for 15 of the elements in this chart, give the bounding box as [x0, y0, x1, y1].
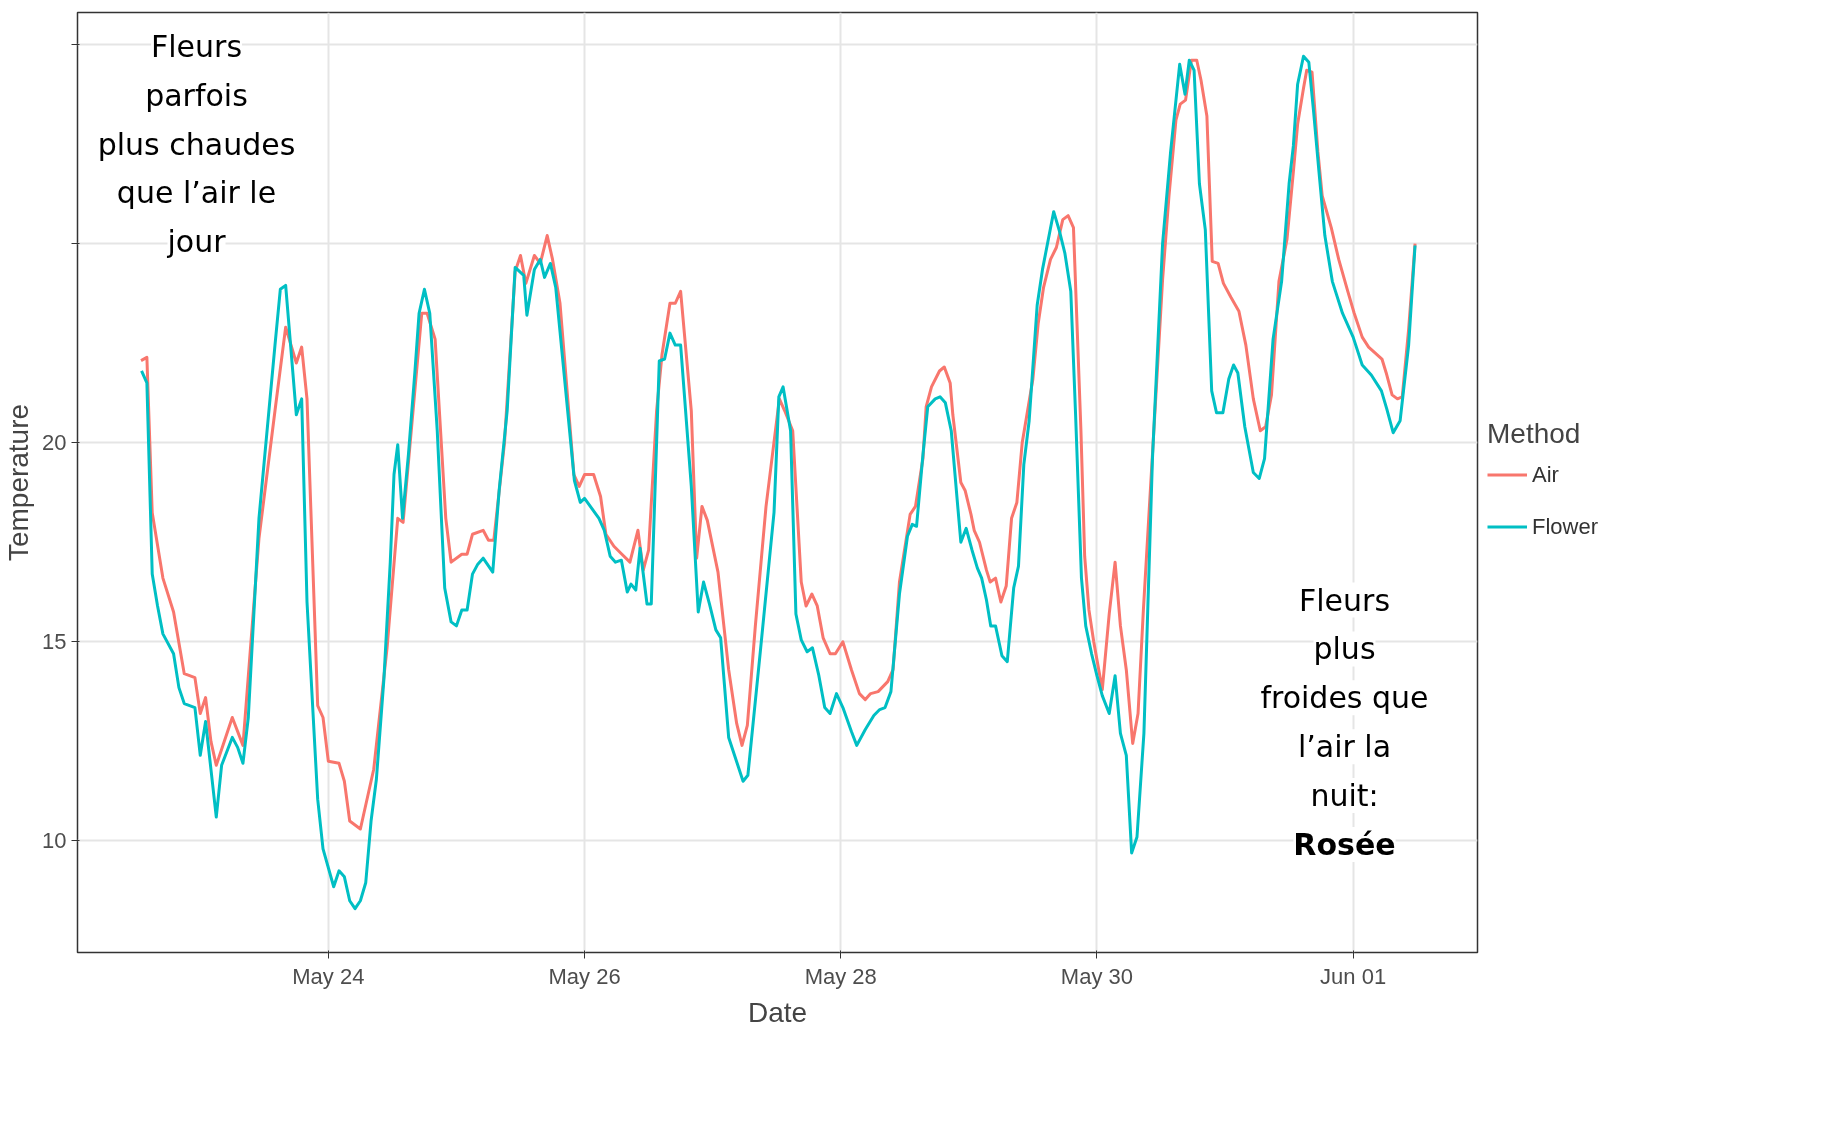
- annotation: Fleurs parfois plus chaudes que l’air le jour: [97, 28, 296, 260]
- legend-label: Air: [1532, 460, 1559, 489]
- legend-title: Method: [1487, 417, 1582, 450]
- y-tick-label: 20: [42, 430, 67, 456]
- x-tick-label: May 28: [804, 963, 877, 989]
- legend-label: Flower: [1532, 512, 1599, 541]
- y-axis-title: Temperature: [3, 403, 35, 562]
- y-tick-label: 10: [42, 828, 67, 854]
- x-tick-label: May 30: [1060, 963, 1134, 989]
- annotation: Fleurs plus froides que l’air la nuit: Rosée: [1260, 582, 1429, 862]
- y-tick-label: 15: [42, 629, 67, 655]
- x-axis-title: Date: [747, 996, 808, 1028]
- x-tick-label: May 24: [292, 963, 365, 989]
- x-tick-label: Jun 01: [1320, 963, 1387, 989]
- x-tick-label: May 26: [548, 963, 621, 989]
